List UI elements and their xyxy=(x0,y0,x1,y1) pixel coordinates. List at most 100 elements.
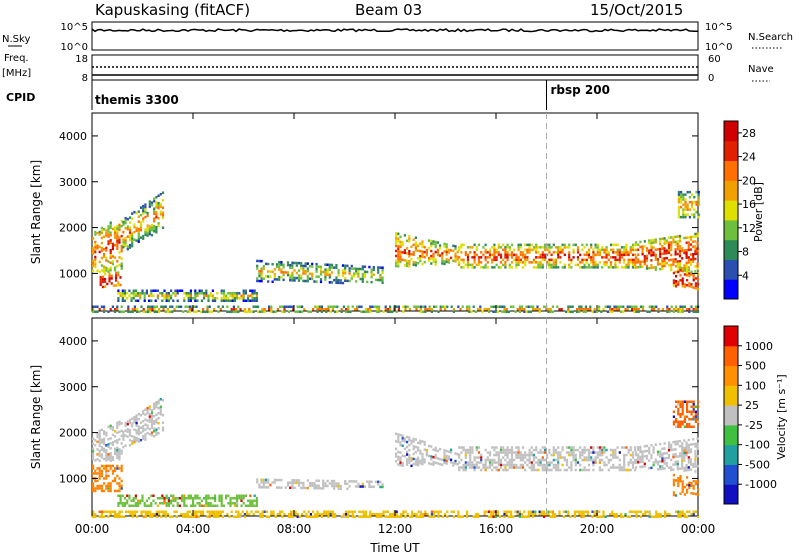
range-cell xyxy=(412,263,415,266)
range-cell xyxy=(92,269,95,273)
range-cell xyxy=(548,451,551,454)
range-cell xyxy=(696,242,699,245)
range-cell xyxy=(96,244,99,247)
power-colorbar-label: Power [dB] xyxy=(752,182,765,242)
range-cell xyxy=(687,248,690,252)
range-cell xyxy=(414,241,417,244)
range-cell xyxy=(100,236,103,240)
range-cell xyxy=(337,269,340,272)
range-cell xyxy=(644,513,647,516)
range-cell xyxy=(377,271,380,274)
range-cell xyxy=(118,430,121,434)
range-cell xyxy=(504,458,507,462)
range-cell xyxy=(614,256,617,259)
range-cell xyxy=(554,251,558,254)
range-cell xyxy=(395,515,398,518)
range-cell xyxy=(300,277,303,280)
range-cell xyxy=(98,245,101,249)
range-cell xyxy=(685,241,688,244)
range-cell xyxy=(313,487,316,490)
range-cell xyxy=(187,292,190,295)
range-cell xyxy=(285,305,288,308)
range-cell xyxy=(280,478,283,482)
range-cell xyxy=(146,419,149,422)
range-cell xyxy=(341,269,345,272)
range-cell xyxy=(314,305,317,308)
range-cell xyxy=(92,247,95,250)
range-cell xyxy=(311,262,314,266)
range-cell xyxy=(161,294,164,297)
range-cell xyxy=(521,446,525,449)
range-cell xyxy=(161,199,165,202)
range-cell xyxy=(689,253,693,256)
range-cell xyxy=(650,239,653,242)
range-cell xyxy=(443,250,446,253)
range-cell xyxy=(243,515,246,518)
range-cell xyxy=(209,502,212,505)
range-cell xyxy=(137,294,140,297)
range-cell xyxy=(614,451,617,454)
range-cell xyxy=(685,444,688,447)
range-cell xyxy=(634,253,637,257)
range-cell xyxy=(484,463,487,467)
range-cell xyxy=(107,489,110,493)
range-cell xyxy=(361,267,364,271)
range-cell xyxy=(118,467,121,470)
range-cell xyxy=(100,464,103,468)
range-cell xyxy=(605,456,608,459)
range-cell xyxy=(423,440,426,444)
range-cell xyxy=(441,254,444,258)
range-cell xyxy=(419,310,422,313)
range-cell xyxy=(641,455,644,458)
range-cell xyxy=(199,310,202,313)
range-cell xyxy=(677,425,680,428)
range-cell xyxy=(296,305,299,308)
range-cell xyxy=(111,242,114,246)
range-cell xyxy=(189,497,192,500)
range-cell xyxy=(109,467,112,470)
range-cell xyxy=(637,261,640,264)
range-cell xyxy=(687,461,690,464)
range-cell xyxy=(105,269,108,272)
range-cell xyxy=(692,286,695,289)
range-cell xyxy=(583,448,586,452)
range-cell xyxy=(133,225,136,229)
range-cell xyxy=(386,310,389,313)
range-cell xyxy=(256,277,259,280)
range-cell xyxy=(554,468,558,472)
range-cell xyxy=(140,305,143,308)
range-cell xyxy=(403,251,406,255)
range-cell xyxy=(135,239,138,242)
range-cell xyxy=(105,256,108,260)
range-cell xyxy=(349,510,352,513)
range-cell xyxy=(298,305,301,308)
range-cell xyxy=(592,446,595,449)
range-cell xyxy=(96,440,99,444)
range-cell xyxy=(623,468,626,472)
range-cell xyxy=(681,462,684,465)
range-cell xyxy=(155,201,158,204)
range-cell xyxy=(515,456,518,459)
range-cell xyxy=(304,279,307,283)
range-cell xyxy=(686,271,689,274)
range-cell xyxy=(404,305,407,308)
range-cell xyxy=(114,268,117,272)
range-cell xyxy=(115,279,118,282)
range-cell xyxy=(159,292,162,295)
range-cell xyxy=(666,310,669,313)
range-cell xyxy=(380,513,383,516)
range-cell xyxy=(372,485,375,488)
range-cell xyxy=(697,488,700,491)
range-cell xyxy=(170,494,173,497)
range-cell xyxy=(139,421,143,424)
range-cell xyxy=(681,267,684,270)
range-cell xyxy=(571,305,574,308)
range-cell xyxy=(452,249,455,253)
range-cell xyxy=(411,513,414,516)
range-cell xyxy=(206,308,209,311)
range-cell xyxy=(98,437,101,440)
range-cell xyxy=(508,451,511,454)
range-cell xyxy=(601,451,604,454)
range-cell xyxy=(535,456,538,459)
range-cell xyxy=(681,457,684,460)
